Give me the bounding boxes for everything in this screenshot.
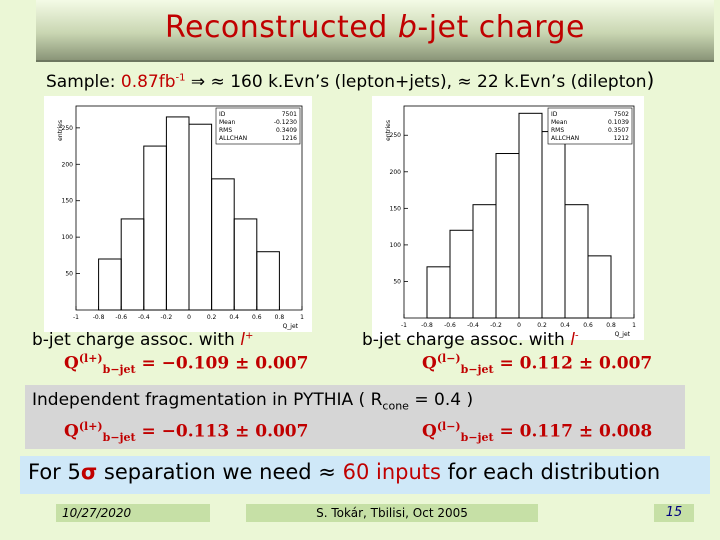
histogram-bar: [449, 229, 474, 319]
x-tick-label: -0.2: [490, 322, 502, 329]
footer-center: S. Tokár, Tbilisi, Oct 2005: [246, 504, 538, 522]
requirement-text: For 5σ separation we need ≈ 60 inputs fo…: [28, 460, 661, 484]
histogram-bar: [98, 258, 122, 311]
x-tick-label: 1: [632, 322, 636, 329]
q-plus-pythia: Q(l+)b−jet = −0.113 ± 0.007: [64, 420, 309, 445]
x-tick-label: -0.8: [93, 314, 105, 321]
q-minus-pythia: Q(l−)b−jet = 0.117 ± 0.008: [422, 420, 653, 445]
x-tick-label: -0.6: [444, 322, 456, 329]
stats-value: -0.1230: [274, 119, 297, 126]
assoc-left-label: b-jet charge assoc. with l+: [32, 330, 254, 350]
stats-key: Mean: [551, 119, 568, 126]
histogram-bar: [495, 153, 520, 319]
x-tick-label: 0.4: [560, 322, 570, 329]
x-tick-label: -0.6: [115, 314, 127, 321]
requirement-box: [20, 456, 710, 494]
stats-value: 1212: [614, 135, 629, 142]
y-tick-label: 100: [390, 242, 402, 249]
histogram-bar: [472, 204, 497, 319]
y-tick-label: 150: [62, 198, 74, 205]
y-tick-label: 250: [390, 132, 402, 139]
x-tick-label: 0.4: [229, 314, 239, 321]
histogram-bar: [587, 255, 612, 319]
title-bar: [36, 0, 714, 62]
stats-key: RMS: [219, 127, 232, 134]
stats-value: 1216: [282, 135, 297, 142]
stats-key: RMS: [551, 127, 564, 134]
histogram-bar: [120, 218, 145, 311]
x-tick-label: -1: [401, 322, 407, 329]
y-axis-label: entries: [57, 120, 64, 141]
histogram-bar: [256, 251, 280, 311]
footer-date: 10/27/2020: [56, 504, 210, 522]
x-tick-label: -0.4: [138, 314, 150, 321]
stats-value: 0.3409: [276, 127, 297, 134]
y-tick-label: 150: [390, 205, 402, 212]
q-plus-result: Q(l+)b−jet = −0.109 ± 0.007: [64, 352, 309, 377]
x-tick-label: -0.4: [467, 322, 479, 329]
assoc-right-label: b-jet charge assoc. with l-: [362, 330, 579, 350]
y-tick-label: 50: [393, 278, 401, 285]
stats-value: 0.1039: [608, 119, 629, 126]
stats-value: 7501: [282, 111, 297, 118]
y-tick-label: 200: [62, 161, 74, 168]
x-tick-label: 0.6: [252, 314, 262, 321]
histogram-left-svg: 50 100 150 200 250 -1 -0.8 -0.6 -0.4 -0.2 0 0.2 0.4 0…: [57, 105, 304, 330]
x-tick-label: -1: [73, 314, 79, 321]
histogram-bar: [564, 204, 589, 319]
stats-box: ID 7501 Mean -0.1230 RMS 0.3409 ALLCHAN 1216: [215, 107, 301, 145]
histogram-right: 50 100 150 200 250 -1 -0.8 -0.6 -0.4 -0.2 0 0.2 0.4 0…: [372, 96, 644, 340]
footer-page-number: 15: [654, 504, 694, 522]
histogram-bar: [211, 178, 235, 311]
histogram-bar: [188, 123, 213, 311]
y-tick-label: 200: [390, 169, 402, 176]
x-tick-label: -0.2: [161, 314, 173, 321]
x-tick-label: 0.6: [583, 322, 593, 329]
y-tick-label: 100: [62, 234, 74, 241]
pythia-text: Independent fragmentation in PYTHIA ( Rc…: [32, 390, 474, 413]
x-tick-label: 0.8: [606, 322, 616, 329]
x-tick-label: 0.2: [207, 314, 217, 321]
x-tick-label: 0.8: [275, 314, 285, 321]
x-tick-label: 0.2: [537, 322, 547, 329]
y-tick-label: 250: [62, 125, 74, 132]
stats-key: ID: [219, 111, 226, 118]
histogram-left: 50 100 150 200 250 -1 -0.8 -0.6 -0.4 -0.2 0 0.2 0.4 0…: [44, 96, 312, 332]
y-tick-label: 50: [65, 271, 73, 278]
stats-value: 7502: [614, 111, 629, 118]
q-minus-result: Q(l−)b−jet = 0.112 ± 0.007: [422, 352, 653, 377]
histogram-bar: [426, 266, 451, 319]
y-axis-label: entries: [385, 120, 392, 141]
x-tick-label: -0.8: [421, 322, 433, 329]
histogram-bar: [165, 116, 190, 311]
stats-key: ALLCHAN: [551, 135, 579, 142]
slide-title: Reconstructed b-jet charge: [164, 10, 586, 45]
histogram-right-svg: 50 100 150 200 250 -1 -0.8 -0.6 -0.4 -0.2 0 0.2 0.4 0…: [385, 105, 636, 338]
stats-key: ID: [551, 111, 558, 118]
x-tick-label: 1: [300, 314, 304, 321]
x-tick-label: 0: [517, 322, 521, 329]
stats-key: ALLCHAN: [219, 135, 247, 142]
stats-key: Mean: [219, 119, 236, 126]
histogram-bar: [233, 218, 258, 311]
sample-line: Sample: 0.87fb-1 ⇒ ≈ 160 k.Evn’s (lepton…: [46, 68, 655, 92]
pythia-box: [25, 385, 685, 449]
stats-box: ID 7502 Mean 0.1039 RMS 0.3507 ALLCHAN 1212: [547, 107, 633, 145]
histogram-bar: [541, 131, 566, 319]
x-axis-label: Q_jet: [615, 331, 631, 338]
histogram-bar: [518, 112, 543, 319]
histogram-bar: [143, 145, 167, 311]
x-tick-label: 0: [187, 314, 191, 321]
stats-value: 0.3507: [608, 127, 629, 134]
x-axis-label: Q_jet: [283, 323, 299, 330]
